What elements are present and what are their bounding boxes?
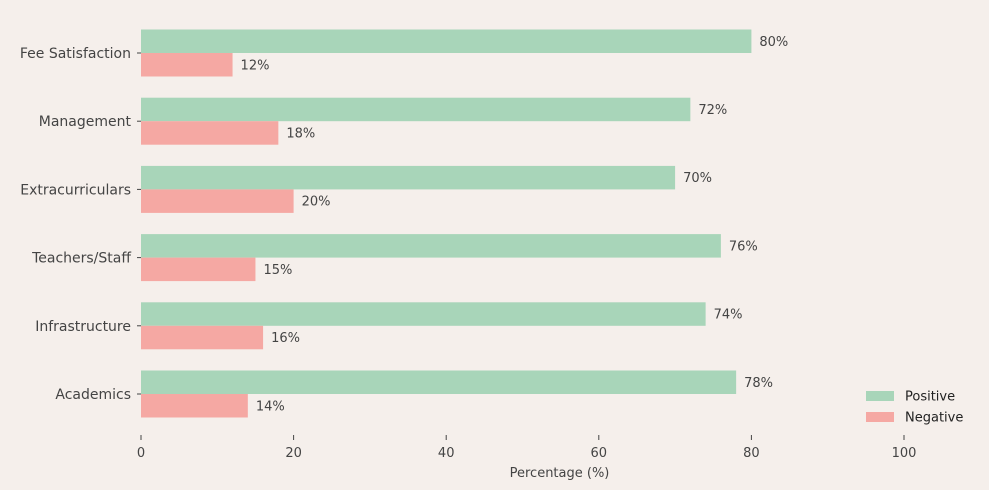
bar-negative	[141, 257, 256, 282]
data-label: 76%	[729, 239, 758, 254]
bars-layer: 80% 12% 72% 18% 70% 20% 76% 15% 74% 16% 78% 14%	[141, 29, 788, 418]
data-label: 74%	[714, 308, 743, 323]
data-label: 80%	[759, 35, 788, 50]
legend-label-negative: Negative	[905, 411, 963, 426]
x-axis: 0 20 40 60 80 100	[137, 435, 917, 461]
data-label: 70%	[683, 171, 712, 186]
legend-label-positive: Positive	[905, 390, 955, 405]
data-label: 20%	[302, 195, 331, 210]
bar-negative	[141, 189, 294, 213]
bar-negative	[141, 121, 279, 145]
legend-swatch-positive	[866, 391, 894, 401]
bar-negative	[141, 394, 248, 418]
category-label: Fee Satisfaction	[20, 46, 131, 62]
data-label: 12%	[241, 58, 270, 73]
data-label: 15%	[263, 263, 292, 278]
data-label: 72%	[698, 103, 727, 118]
category-label: Management	[39, 114, 132, 130]
data-label: 14%	[256, 399, 285, 414]
bar-positive	[141, 370, 737, 394]
category-label: Extracurriculars	[20, 182, 131, 198]
legend-swatch-negative	[866, 412, 894, 422]
x-tick-label: 100	[892, 446, 917, 461]
bar-negative	[141, 53, 233, 77]
data-label: 18%	[286, 126, 315, 141]
category-label: Academics	[55, 387, 131, 403]
bar-positive	[141, 97, 691, 122]
x-tick-label: 0	[137, 446, 145, 461]
category-labels: Fee Satisfaction Management Extracurricula…	[20, 46, 141, 403]
bar-positive	[141, 165, 676, 190]
bar-positive	[141, 234, 721, 258]
x-tick-label: 40	[438, 446, 455, 461]
x-axis-title: Percentage (%)	[510, 466, 610, 481]
category-label: Infrastructure	[35, 319, 131, 335]
x-tick-label: 80	[743, 446, 760, 461]
x-tick-label: 20	[285, 446, 302, 461]
data-label: 16%	[271, 331, 300, 346]
bar-positive	[141, 29, 752, 53]
bar-positive	[141, 302, 706, 326]
data-label: 78%	[744, 376, 773, 391]
legend: Positive Negative	[866, 390, 963, 426]
bar-negative	[141, 325, 264, 350]
category-label: Teachers/Staff	[31, 251, 131, 267]
x-tick-label: 60	[591, 446, 608, 461]
